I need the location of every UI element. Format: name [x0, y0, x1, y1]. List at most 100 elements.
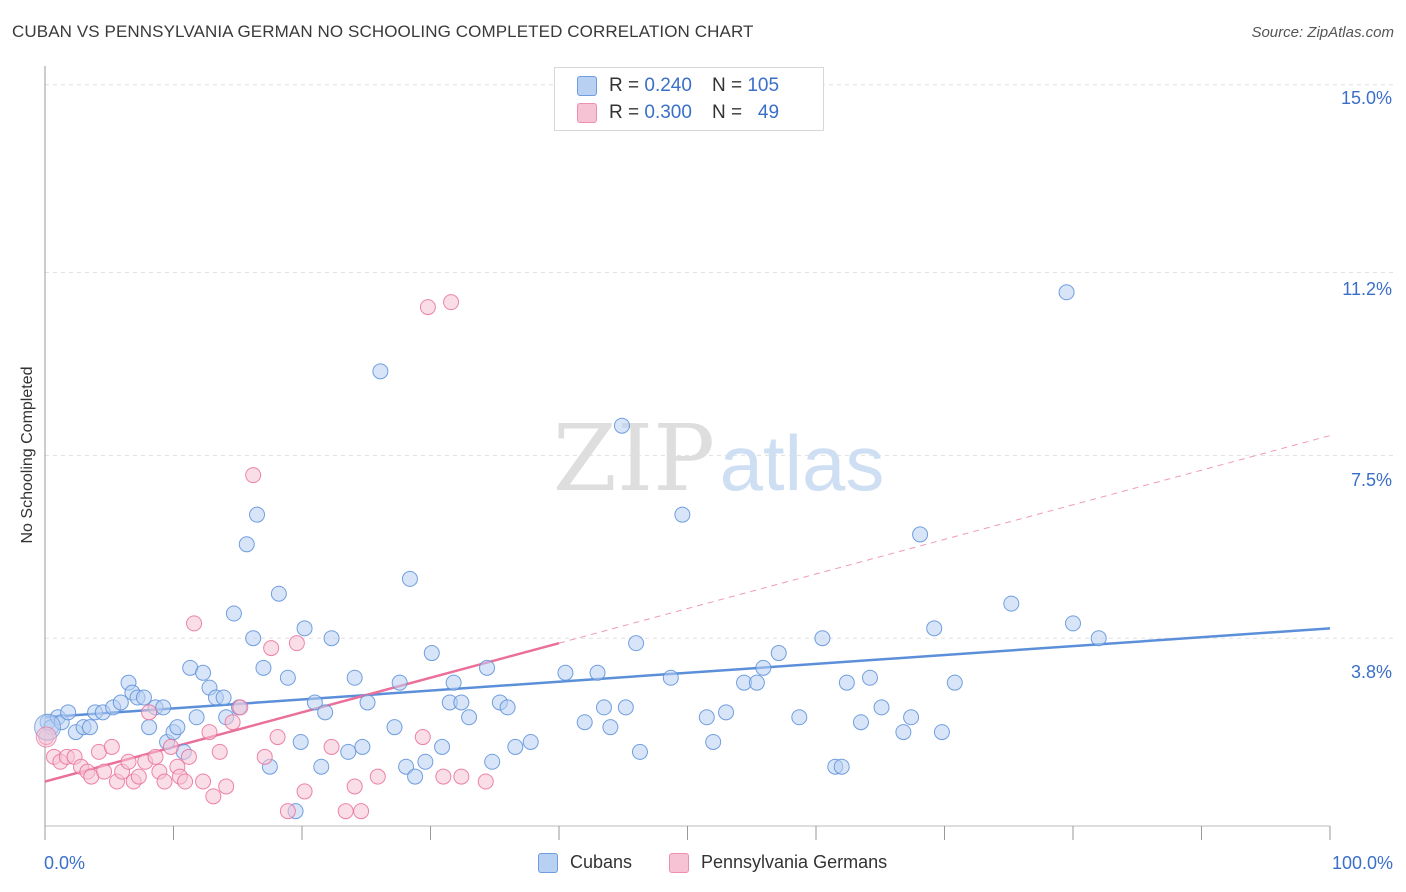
- legend-row-cubans: R = 0.240 N = 105: [577, 74, 779, 98]
- data-point: [346, 778, 363, 795]
- data-point: [296, 620, 313, 637]
- data-point: [814, 630, 831, 647]
- watermark-atlas: atlas: [720, 419, 885, 507]
- y-tick-label: 3.8%: [1350, 662, 1392, 682]
- data-point: [391, 674, 408, 691]
- data-point: [1065, 615, 1081, 632]
- data-point: [306, 694, 323, 711]
- data-point: [895, 724, 912, 741]
- legend-n-label: N =: [711, 75, 743, 96]
- chart-title: CUBAN VS PENNSYLVANIA GERMAN NO SCHOOLIN…: [12, 22, 754, 41]
- series-legend-cubans[interactable]: Cubans: [538, 852, 632, 873]
- series-swatch-cubans: [538, 852, 558, 873]
- source-credit: Source: ZipAtlas.com: [1251, 24, 1394, 41]
- data-point-cluster: [35, 726, 57, 748]
- data-point: [852, 714, 869, 731]
- data-point: [873, 699, 890, 716]
- data-point: [662, 669, 679, 686]
- data-point: [96, 763, 113, 780]
- y-tick-label: 7.5%: [1350, 470, 1392, 490]
- data-point: [674, 506, 691, 523]
- data-point: [337, 803, 354, 820]
- legend-r-label: R =: [609, 102, 640, 123]
- data-point: [833, 758, 850, 775]
- data-point: [926, 620, 943, 637]
- legend-row-pa-germans: R = 0.300 N = 49: [577, 101, 779, 125]
- legend-r-value: 0.240: [644, 75, 692, 96]
- data-point: [445, 674, 462, 691]
- data-point: [323, 738, 340, 755]
- data-point: [186, 615, 203, 632]
- series-label-pa-germans: Pennsylvania Germans: [701, 852, 888, 872]
- data-point: [698, 709, 715, 726]
- legend-n-value: 105: [747, 75, 780, 96]
- legend-r-label: R =: [609, 75, 640, 96]
- legend-swatch-pa-germans: [577, 103, 597, 123]
- series-swatch-pa-germans: [669, 852, 689, 873]
- data-point: [386, 719, 403, 736]
- data-point: [141, 704, 158, 721]
- data-point: [103, 738, 120, 755]
- data-point: [141, 719, 158, 736]
- data-point: [195, 664, 212, 681]
- data-point: [903, 709, 920, 726]
- grid-lines: [45, 84, 1395, 639]
- legend-r-value: 0.300: [644, 102, 692, 123]
- trend-line-cubans: [44, 627, 1331, 719]
- data-point: [507, 738, 524, 755]
- data-point: [346, 669, 363, 686]
- data-point: [195, 773, 212, 790]
- data-point: [1090, 630, 1107, 647]
- data-point: [317, 704, 334, 721]
- data-point: [232, 699, 249, 716]
- data-point: [279, 669, 296, 686]
- x-tick-label-max: 100.0%: [1331, 853, 1393, 873]
- data-point: [120, 753, 137, 770]
- data-point: [946, 674, 963, 691]
- data-point: [705, 733, 722, 750]
- data-point: [372, 363, 389, 380]
- data-point: [461, 709, 478, 726]
- data-point: [238, 536, 255, 553]
- data-point: [269, 729, 286, 746]
- data-point: [156, 773, 173, 790]
- series-legend-pa-germans[interactable]: Pennsylvania Germans: [669, 852, 887, 873]
- data-point: [589, 664, 606, 681]
- data-point: [419, 299, 436, 316]
- data-point: [522, 733, 539, 750]
- data-point: [155, 699, 172, 716]
- data-point: [499, 699, 516, 716]
- data-point: [354, 738, 371, 755]
- data-point: [263, 640, 280, 657]
- data-point: [434, 738, 451, 755]
- data-point: [435, 768, 452, 785]
- data-point: [631, 743, 648, 760]
- data-point: [479, 659, 496, 676]
- data-point: [256, 748, 273, 765]
- data-point: [755, 659, 772, 676]
- data-point: [861, 669, 878, 686]
- data-point: [423, 645, 440, 662]
- legend-swatch-cubans: [577, 76, 597, 96]
- data-point: [188, 709, 205, 726]
- data-point: [201, 724, 218, 741]
- data-point: [224, 714, 241, 731]
- legend-n-label: N =: [711, 102, 743, 123]
- data-point: [1058, 284, 1075, 301]
- y-tick-label: 11.2%: [1342, 279, 1392, 299]
- data-point: [912, 526, 929, 543]
- data-point: [1003, 595, 1020, 612]
- data-point: [613, 417, 630, 434]
- data-point: [353, 803, 370, 820]
- data-point: [218, 778, 235, 795]
- data-point: [770, 645, 787, 662]
- data-point: [313, 758, 330, 775]
- series-label-cubans: Cubans: [570, 852, 633, 872]
- data-point: [211, 743, 228, 760]
- data-point: [369, 768, 386, 785]
- data-point: [296, 783, 313, 800]
- data-point: [484, 753, 501, 770]
- data-point: [398, 758, 415, 775]
- series-legend: Cubans Pennsylvania Germans: [0, 852, 1406, 878]
